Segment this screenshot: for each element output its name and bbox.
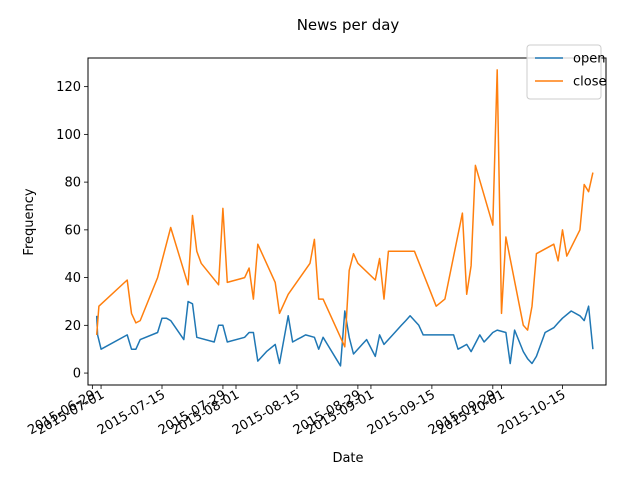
- legend-label-close: close: [573, 75, 606, 90]
- x-axis-title: Date: [332, 451, 363, 466]
- series-line-close: [95, 69, 594, 348]
- legend-label-open: open: [573, 52, 605, 67]
- plot-frame: [87, 57, 607, 386]
- series-line-open: [95, 300, 594, 367]
- y-tick-label: 20: [64, 319, 81, 334]
- y-tick-label: 120: [56, 80, 81, 95]
- legend: open close: [526, 44, 606, 100]
- y-tick-label: 0: [73, 367, 81, 382]
- y-tick-label: 100: [56, 128, 81, 143]
- plot-area: [95, 69, 594, 367]
- y-axis-title: Frequency: [22, 188, 37, 255]
- chart-title: News per day: [297, 16, 400, 34]
- y-tick-label: 60: [64, 223, 81, 238]
- y-tick-label: 80: [64, 176, 81, 191]
- y-tick-label: 40: [64, 271, 81, 286]
- y-axis: 0 20 40 60 80 100 120: [56, 80, 88, 382]
